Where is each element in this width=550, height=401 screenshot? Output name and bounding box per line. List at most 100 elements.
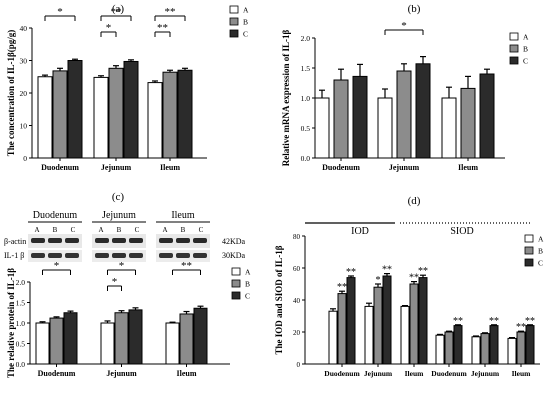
panel-label: (b) [408, 3, 421, 15]
x-tick-label: Duodenum [324, 369, 360, 378]
bar-C [128, 309, 143, 365]
legend-swatch-B [524, 246, 534, 255]
blot-band-il1b [48, 253, 62, 258]
blot-group-label: Duodenum [33, 210, 78, 221]
bar-C [346, 277, 356, 365]
significance-label: * [112, 276, 118, 288]
bar-B [373, 286, 383, 365]
bar-B [108, 67, 124, 159]
blot-group-label: Ileum [171, 210, 195, 221]
bar-B [409, 283, 419, 365]
x-tick-label: Duodenum [322, 163, 360, 172]
y-tick-label: 1.0 [16, 319, 26, 328]
significance-mark: * [376, 275, 381, 286]
panel-label: (c) [112, 191, 125, 203]
blot-band-actin [159, 238, 173, 243]
blot-band-actin [176, 238, 190, 243]
blot-band-actin [48, 238, 62, 243]
bar-C [453, 325, 463, 365]
x-tick-label: Jejunum [101, 163, 132, 172]
blot-size-label: 30KDa [222, 251, 246, 260]
x-tick-label: Duodenum [431, 369, 467, 378]
legend-label: C [243, 30, 248, 39]
bar-A [37, 76, 53, 159]
significance-mark: ** [382, 265, 392, 276]
blot-row-label: IL-1 β [4, 251, 24, 260]
blot-band-actin [129, 238, 143, 243]
bar-B [516, 331, 526, 365]
y-tick-label: 0.0 [16, 360, 26, 369]
legend-swatch-A [509, 32, 519, 41]
legend-label: A [523, 33, 529, 42]
bar-A [507, 337, 517, 365]
section-header: IOD SIOD [305, 222, 530, 237]
blot-lane-label: A [34, 226, 39, 234]
x-tick-label: Jejunum [389, 163, 420, 172]
legend-label: C [538, 259, 543, 268]
panel-label: (d) [408, 195, 421, 207]
x-tick-label: Ileum [160, 163, 180, 172]
significance-mark: ** [346, 267, 356, 278]
legend-label: C [523, 57, 528, 66]
chart-panel-a: (a) The concentration of IL-1β(pg/g) 0 10 20… [6, 3, 249, 172]
significance-label: * [106, 22, 112, 34]
legend-label: A [538, 235, 544, 244]
y-axis-label: The relative protein of IL-1β [6, 268, 16, 378]
bar-C [525, 325, 535, 365]
legend-swatch-B [509, 44, 519, 53]
legend-label: A [243, 6, 249, 15]
legend-label: C [245, 292, 250, 301]
y-tick-label: 20 [293, 329, 301, 337]
x-tick-label: Ileum [458, 163, 478, 172]
y-tick-label: 0 [23, 154, 27, 163]
section-label-siod: SIOD [450, 226, 473, 237]
significance-label: ** [111, 6, 122, 18]
bar-A [377, 97, 393, 159]
y-tick-label: 40 [20, 24, 28, 33]
blot-band-il1b [65, 253, 79, 258]
bar-B [444, 331, 454, 365]
bar-A [328, 310, 338, 365]
blot-band-actin [112, 238, 126, 243]
bar-A [35, 322, 50, 365]
significance-label: ** [157, 22, 168, 34]
blot-band-il1b [193, 253, 207, 258]
significance-label: * [54, 260, 60, 272]
blot-lane-label: B [117, 226, 122, 234]
blot-band-il1b [159, 253, 173, 258]
legend-swatch-A [231, 267, 241, 276]
y-tick-label: 1.5 [301, 64, 311, 73]
bar-C [382, 275, 392, 365]
bar-C [177, 69, 193, 159]
bar-B [52, 70, 68, 159]
bar-B [396, 70, 412, 159]
bar-C [63, 312, 78, 365]
bar-A [435, 334, 445, 365]
blot-band-actin [65, 238, 79, 243]
chart-panel-c: (c) The relative protein of IL-1β 0.0 0.5 1.… [4, 191, 251, 378]
legend-label: B [243, 18, 248, 27]
x-tick-label: Jejunum [471, 369, 500, 378]
blot-lane-label: C [71, 226, 76, 234]
legend-label: B [523, 45, 528, 54]
x-tick-label: Ileum [405, 369, 425, 378]
bar-C [418, 277, 428, 365]
blot-band-actin [193, 238, 207, 243]
bar-A [147, 82, 163, 159]
legend-swatch-C [509, 56, 519, 65]
y-tick-label: 30 [20, 57, 28, 66]
y-tick-label: 2.0 [301, 34, 311, 43]
significance-mark: ** [418, 266, 428, 277]
blot-lane-label: B [181, 226, 186, 234]
chart-panel-d: (d) The IOD and SIOD of IL-1β 0 20 40 60 80 Duo… [274, 195, 544, 378]
bar-B [480, 333, 490, 365]
significance-mark: ** [453, 316, 463, 327]
bar-A [364, 305, 374, 365]
y-tick-label: 0.0 [301, 154, 311, 163]
significance-label: ** [165, 6, 176, 18]
bar-C [489, 325, 499, 365]
bar-A [93, 76, 109, 159]
x-tick-label: Jejunum [364, 369, 393, 378]
x-tick-label: Ileum [512, 369, 532, 378]
